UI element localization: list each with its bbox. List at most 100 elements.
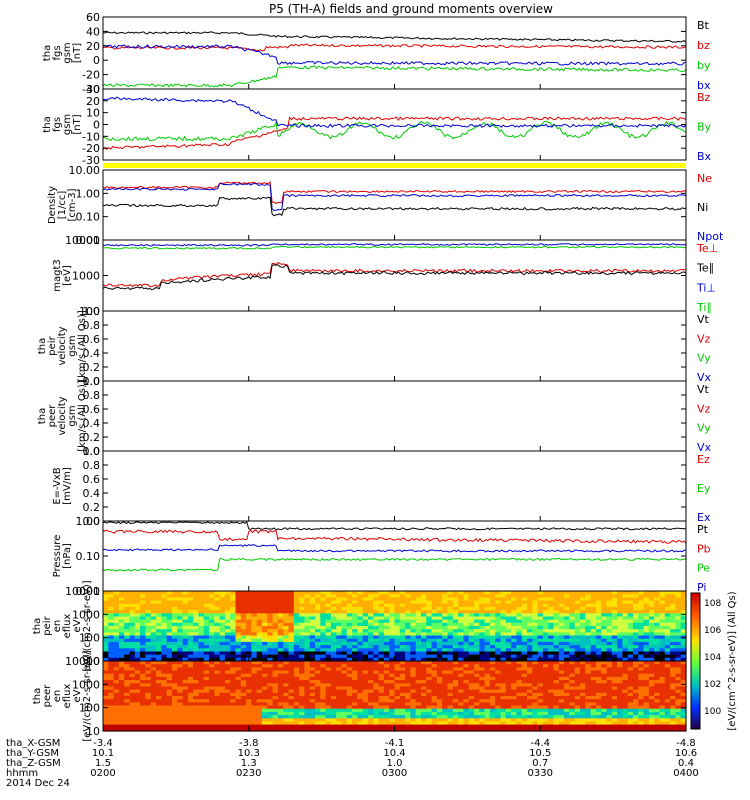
heatmap-cell (330, 705, 337, 710)
heatmap-cell (436, 648, 443, 653)
heatmap-cell (664, 689, 671, 694)
heatmap-cell (405, 699, 411, 703)
heatmap-cell (352, 702, 358, 707)
heatmap-cell (426, 654, 433, 659)
heatmap-cell (426, 603, 433, 608)
heatmap-cell (537, 702, 544, 707)
heatmap-cell (648, 676, 655, 681)
heatmap-cell (134, 629, 141, 633)
heatmap-cell (680, 721, 687, 726)
heatmap-cell (182, 711, 189, 716)
heatmap-cell (134, 638, 141, 643)
heatmap-cell (145, 711, 152, 716)
heatmap-cell (468, 591, 475, 595)
heatmap-cell (569, 606, 576, 611)
heatmap-cell (383, 648, 390, 653)
heatmap-cell (235, 638, 242, 643)
heatmap-cell (638, 724, 645, 729)
heatmap-cell (664, 626, 671, 630)
heatmap-cell (277, 594, 284, 598)
heatmap-cell (378, 610, 385, 614)
heatmap-cell (680, 676, 687, 681)
heatmap-cell (489, 651, 496, 656)
heatmap-cell (654, 610, 661, 614)
heatmap-cell (532, 616, 539, 621)
y-axis-label-line: fgs (52, 117, 63, 132)
heatmap-cell (203, 724, 210, 729)
heatmap-cell (383, 667, 390, 672)
heatmap-cell (511, 597, 517, 602)
heatmap-cell (113, 711, 120, 716)
heatmap-cell (537, 600, 544, 605)
heatmap-cell (659, 727, 666, 732)
heatmap-cell (240, 696, 247, 700)
heatmap-cell (611, 692, 618, 697)
heatmap-cell (124, 594, 131, 598)
heatmap-cell (664, 680, 671, 684)
heatmap-cell (156, 657, 162, 662)
heatmap-cell (643, 641, 650, 646)
heatmap-cell (156, 689, 162, 694)
heatmap-cell (145, 651, 152, 656)
heatmap-cell (489, 667, 496, 672)
heatmap-cell (198, 689, 205, 694)
heatmap-cell (633, 648, 639, 653)
heatmap-cell (489, 594, 496, 598)
heatmap-cell (648, 619, 655, 624)
heatmap-cell (240, 654, 247, 659)
heatmap-cell (580, 626, 586, 630)
heatmap-cell (659, 721, 666, 726)
heatmap-cell (611, 702, 618, 707)
heatmap-cell (166, 597, 173, 602)
heatmap-cell (368, 616, 374, 621)
heatmap-cell (235, 686, 242, 691)
heatmap-cell (182, 613, 189, 618)
heatmap-cell (378, 683, 385, 688)
heatmap-cell (680, 638, 687, 643)
heatmap-cell (399, 610, 406, 614)
heatmap-cell (378, 606, 385, 611)
heatmap-cell (633, 673, 639, 678)
heatmap-cell (542, 711, 549, 716)
heatmap-cell (235, 670, 242, 675)
heatmap-cell (643, 670, 650, 675)
heatmap-cell (394, 689, 401, 694)
heatmap-cell (553, 692, 560, 697)
heatmap-cell (108, 689, 115, 694)
heatmap-cell (251, 711, 258, 716)
heatmap-cell (230, 676, 237, 681)
heatmap-cell (595, 600, 602, 605)
heatmap-cell (558, 708, 565, 713)
heatmap-cell (336, 721, 343, 726)
heatmap-cell (272, 610, 279, 614)
heatmap-cell (230, 606, 237, 611)
heatmap-cell (288, 667, 295, 672)
heatmap-cell (659, 724, 666, 729)
heatmap-cell (156, 654, 162, 659)
heatmap-cell (357, 699, 364, 703)
heatmap-cell (293, 708, 300, 713)
heatmap-cell (601, 715, 608, 719)
heatmap-cell (118, 661, 125, 665)
heatmap-cell (580, 680, 586, 684)
heatmap-cell (426, 641, 433, 646)
heatmap-cell (606, 686, 613, 691)
heatmap-cell (442, 715, 449, 719)
heatmap-cell (421, 629, 427, 633)
heatmap-cell (150, 616, 157, 621)
heatmap-cell (315, 696, 321, 700)
heatmap-cell (240, 600, 247, 605)
heatmap-cell (505, 603, 512, 608)
heatmap-cell (580, 648, 586, 653)
heatmap-cell (177, 591, 184, 595)
heatmap-cell (150, 689, 157, 694)
heatmap-cell (368, 597, 374, 602)
heatmap-cell (431, 616, 438, 621)
heatmap-cell (246, 632, 252, 637)
heatmap-cell (468, 654, 475, 659)
heatmap-cell (394, 613, 401, 618)
heatmap-cell (373, 610, 380, 614)
heatmap-cell (246, 622, 252, 627)
heatmap-cell (458, 673, 464, 678)
heatmap-cell (611, 591, 618, 595)
